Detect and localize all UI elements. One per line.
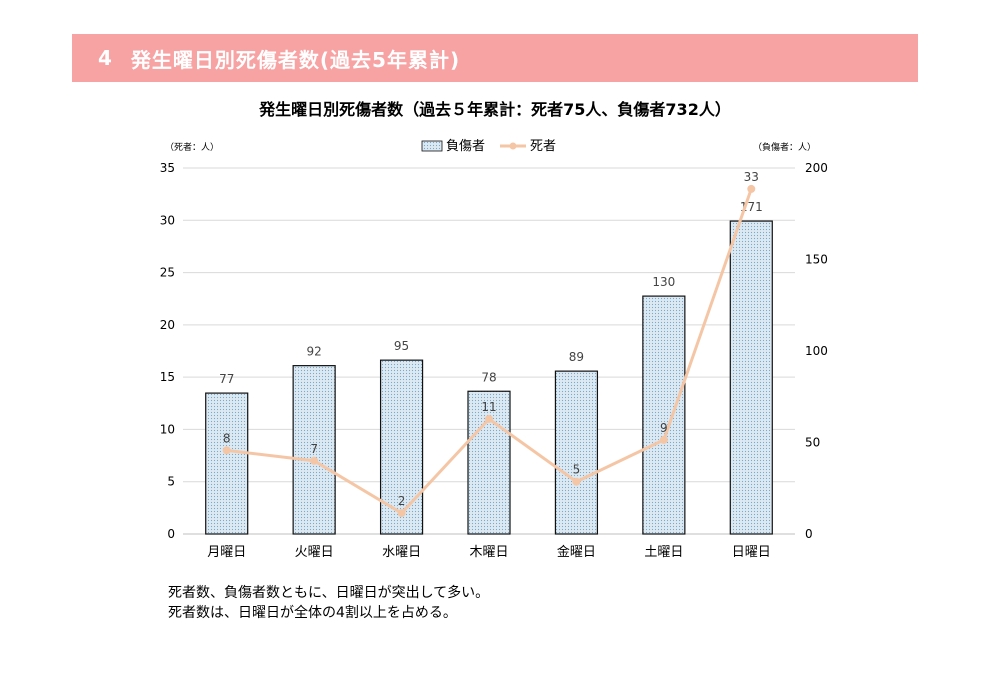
y-left-tick-label: 35: [160, 161, 175, 175]
y-right-tick-label: 0: [805, 527, 813, 541]
bar-負傷者: [642, 295, 686, 535]
bar-data-label: 89: [569, 350, 584, 364]
bar-data-label: 130: [652, 275, 675, 289]
line-point: [310, 456, 319, 465]
line-point: [397, 509, 406, 518]
line-point: [485, 414, 493, 423]
line-point: [572, 477, 581, 486]
bar-data-label: 95: [394, 339, 409, 353]
y-right-tick-label: 150: [805, 253, 828, 267]
legend-label-line: 死者: [530, 139, 556, 154]
section-header: 4 発生曜日別死傷者数(過去5年累計): [72, 34, 918, 82]
bar-負傷者: [729, 220, 773, 535]
line-point: [747, 184, 756, 193]
bar-負傷者: [292, 365, 336, 535]
legend-swatch-marker: [509, 142, 517, 150]
y-left-tick-label: 25: [160, 266, 175, 280]
section-title: 発生曜日別死傷者数(過去5年累計): [130, 47, 461, 72]
legend-swatch-bar: [421, 140, 443, 152]
line-data-label: 9: [660, 421, 668, 435]
bar-負傷者: [205, 392, 249, 535]
line-point: [222, 446, 231, 455]
line-data-label: 8: [223, 431, 231, 445]
y-left-tick-label: 5: [167, 475, 175, 489]
y-left-tick-label: 30: [160, 213, 175, 227]
bar-data-label: 92: [307, 345, 322, 359]
note-line-1: 死者数、負傷者数ともに、日曜日が突出して多い。: [168, 585, 490, 601]
section-number: 4: [98, 46, 113, 70]
x-category-label: 水曜日: [382, 545, 421, 560]
y-right-tick-label: 50: [805, 436, 820, 450]
x-category-label: 日曜日: [732, 545, 771, 560]
x-category-label: 木曜日: [469, 545, 508, 560]
line-data-label: 33: [744, 170, 759, 184]
line-data-label: 7: [310, 442, 318, 456]
y-left-tick-label: 10: [160, 422, 175, 436]
legend-label-bar: 負傷者: [446, 139, 485, 154]
line-data-label: 5: [573, 463, 581, 477]
line-data-label: 11: [481, 400, 496, 414]
x-category-label: 土曜日: [644, 545, 683, 560]
x-category-label: 金曜日: [557, 544, 596, 560]
chart-title: 発生曜日別死傷者数（過去５年累計：死者75人、負傷者732人）: [259, 100, 731, 119]
line-point: [659, 435, 668, 444]
bar-data-label: 78: [481, 370, 496, 384]
bar-data-label: 77: [219, 372, 234, 386]
x-category-label: 火曜日: [295, 545, 334, 560]
y-left-axis-title: （死者：人）: [165, 142, 219, 153]
y-right-tick-label: 100: [805, 344, 828, 358]
y-left-tick-label: 0: [167, 527, 175, 541]
x-category-label: 月曜日: [207, 545, 246, 560]
y-left-tick-label: 20: [160, 318, 175, 332]
y-right-tick-label: 200: [805, 161, 828, 175]
y-left-tick-label: 15: [160, 370, 175, 384]
bar-負傷者: [554, 370, 599, 535]
y-right-axis-title: （負傷者：人）: [753, 141, 816, 153]
line-data-label: 2: [398, 494, 406, 508]
note-line-2: 死者数は、日曜日が全体の4割以上を占める。: [168, 605, 457, 621]
